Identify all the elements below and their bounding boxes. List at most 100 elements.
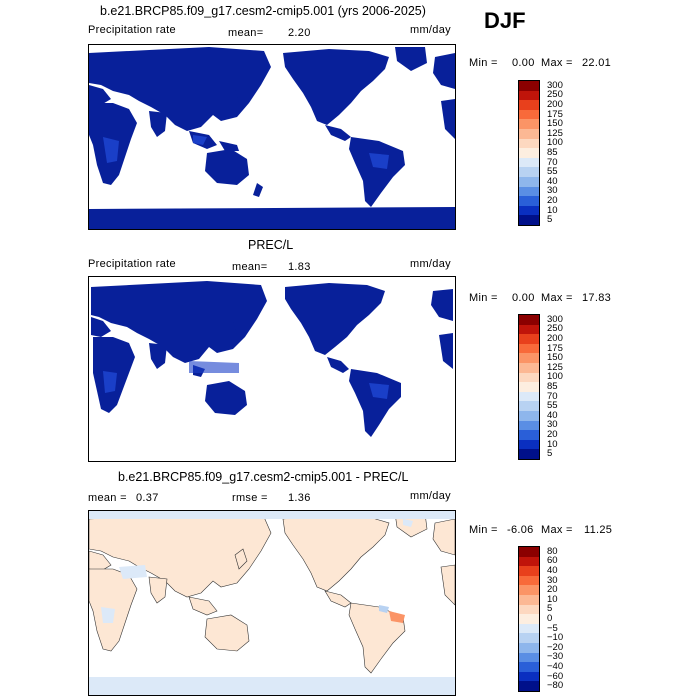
colorbar-swatch	[519, 362, 539, 373]
colorbar-swatch	[519, 604, 539, 615]
panel1-min-value: 0.00	[512, 57, 535, 69]
colorbar-swatch	[519, 128, 539, 139]
colorbar-tick-label: 20	[547, 195, 558, 206]
panel3-rmse-label: rmse =	[232, 492, 268, 504]
colorbar-tick-label: −40	[547, 661, 564, 672]
panel3-diff-patches	[89, 511, 455, 695]
panel1-units: mm/day	[410, 24, 451, 36]
panel2-wet-regions	[103, 361, 389, 399]
colorbar-tick-label: −10	[547, 632, 564, 644]
panel1-max-label: Max =	[541, 57, 573, 69]
colorbar-swatch	[519, 410, 539, 421]
colorbar-tick-label: 85	[547, 147, 558, 158]
panel2-left-label: Precipitation rate	[88, 258, 176, 270]
colorbar-swatch	[519, 652, 539, 663]
colorbar-swatch	[519, 623, 539, 634]
colorbar-tick-label: 300	[547, 313, 563, 325]
panel3-mean-label: mean =	[88, 492, 127, 504]
colorbar-tick-label: 10	[547, 204, 558, 216]
panel3-max-label: Max =	[541, 524, 573, 536]
colorbar-swatch	[519, 401, 539, 411]
colorbar-swatch	[519, 633, 539, 643]
colorbar-swatch	[519, 167, 539, 177]
colorbar-tick-label: 55	[547, 166, 558, 178]
colorbar-swatch	[519, 681, 539, 691]
colorbar-tick-label: 30	[547, 419, 558, 431]
colorbar-tick-label: 300	[547, 79, 563, 91]
colorbar-swatch	[519, 671, 539, 682]
panel2-title: PREC/L	[248, 238, 294, 252]
colorbar-swatch	[519, 215, 539, 225]
colorbar-tick-label: −20	[547, 641, 564, 653]
panel2-map-svg	[91, 281, 453, 437]
colorbar-tick-label: 70	[547, 156, 558, 168]
colorbar-tick-label: 40	[547, 175, 558, 187]
colorbar-swatch	[519, 449, 539, 459]
colorbar-tick-label: 40	[547, 409, 558, 421]
panel2-map	[88, 276, 456, 462]
panel3-title: b.e21.BRCP85.f09_g17.cesm2-cmip5.001 - P…	[118, 470, 409, 484]
colorbar-tick-label: 40	[547, 565, 558, 576]
colorbar-tick-label: 0	[547, 613, 553, 624]
panel1-land	[89, 47, 455, 229]
colorbar-swatch	[519, 372, 539, 383]
colorbar-tick-label: 125	[547, 127, 563, 139]
colorbar-swatch	[519, 324, 539, 335]
colorbar-tick-label: 200	[547, 333, 563, 344]
colorbar-tick-label: 250	[547, 323, 563, 335]
colorbar-tick-label: 125	[547, 361, 563, 373]
colorbar-swatch	[519, 90, 539, 101]
colorbar-swatch	[519, 119, 539, 129]
colorbar-swatch	[519, 176, 539, 187]
panel1-colorbar	[518, 80, 540, 226]
panel1-mean-value: 2.20	[288, 27, 311, 39]
colorbar-tick-label: 175	[547, 108, 563, 120]
colorbar-swatch	[519, 585, 539, 595]
colorbar-tick-label: 150	[547, 352, 563, 364]
panel2-max-value: 17.83	[582, 292, 612, 304]
colorbar-tick-label: 10	[547, 438, 558, 450]
colorbar-swatch	[519, 382, 539, 392]
colorbar-tick-label: 85	[547, 381, 558, 392]
colorbar-tick-label: 250	[547, 89, 563, 101]
panel2-mean-label: mean=	[232, 261, 268, 273]
colorbar-swatch	[519, 642, 539, 653]
panel1-left-label: Precipitation rate	[88, 24, 176, 36]
panel1-min-label: Min =	[469, 57, 498, 69]
panel2-min-label: Min =	[469, 292, 498, 304]
panel3-min-value: -6.06	[507, 524, 534, 536]
colorbar-swatch	[519, 556, 539, 567]
panel2-units: mm/day	[410, 258, 451, 270]
colorbar-swatch	[519, 594, 539, 605]
panel3-rmse-value: 1.36	[288, 492, 311, 504]
panel2-min-value: 0.00	[512, 292, 535, 304]
colorbar-swatch	[519, 148, 539, 158]
panel3-map	[88, 510, 456, 696]
colorbar-swatch	[519, 614, 539, 624]
colorbar-swatch	[519, 100, 539, 110]
colorbar-tick-label: −5	[547, 622, 558, 634]
panel3-map-svg	[89, 511, 455, 695]
colorbar-swatch	[519, 430, 539, 440]
colorbar-tick-label: 100	[547, 371, 563, 383]
panel1-map-svg	[89, 47, 455, 229]
season-label: DJF	[484, 8, 526, 33]
colorbar-tick-label: 70	[547, 390, 558, 402]
panel3-max-value: 11.25	[584, 524, 613, 536]
colorbar-swatch	[519, 439, 539, 450]
colorbar-swatch	[519, 157, 539, 168]
colorbar-swatch	[519, 81, 539, 91]
colorbar-tick-label: 100	[547, 137, 563, 149]
colorbar-swatch	[519, 196, 539, 206]
colorbar-tick-label: 30	[547, 185, 558, 197]
colorbar-tick-label: 150	[547, 118, 563, 130]
panel1-map	[88, 44, 456, 230]
colorbar-swatch	[519, 566, 539, 576]
panel3-colorbar	[518, 546, 540, 692]
colorbar-tick-label: 175	[547, 342, 563, 354]
panel1-title: b.e21.BRCP85.f09_g17.cesm2-cmip5.001 (yr…	[100, 4, 426, 18]
colorbar-swatch	[519, 186, 539, 197]
panel2-max-label: Max =	[541, 292, 573, 304]
panel1-wet-regions	[103, 135, 389, 169]
panel3-land	[89, 512, 455, 674]
